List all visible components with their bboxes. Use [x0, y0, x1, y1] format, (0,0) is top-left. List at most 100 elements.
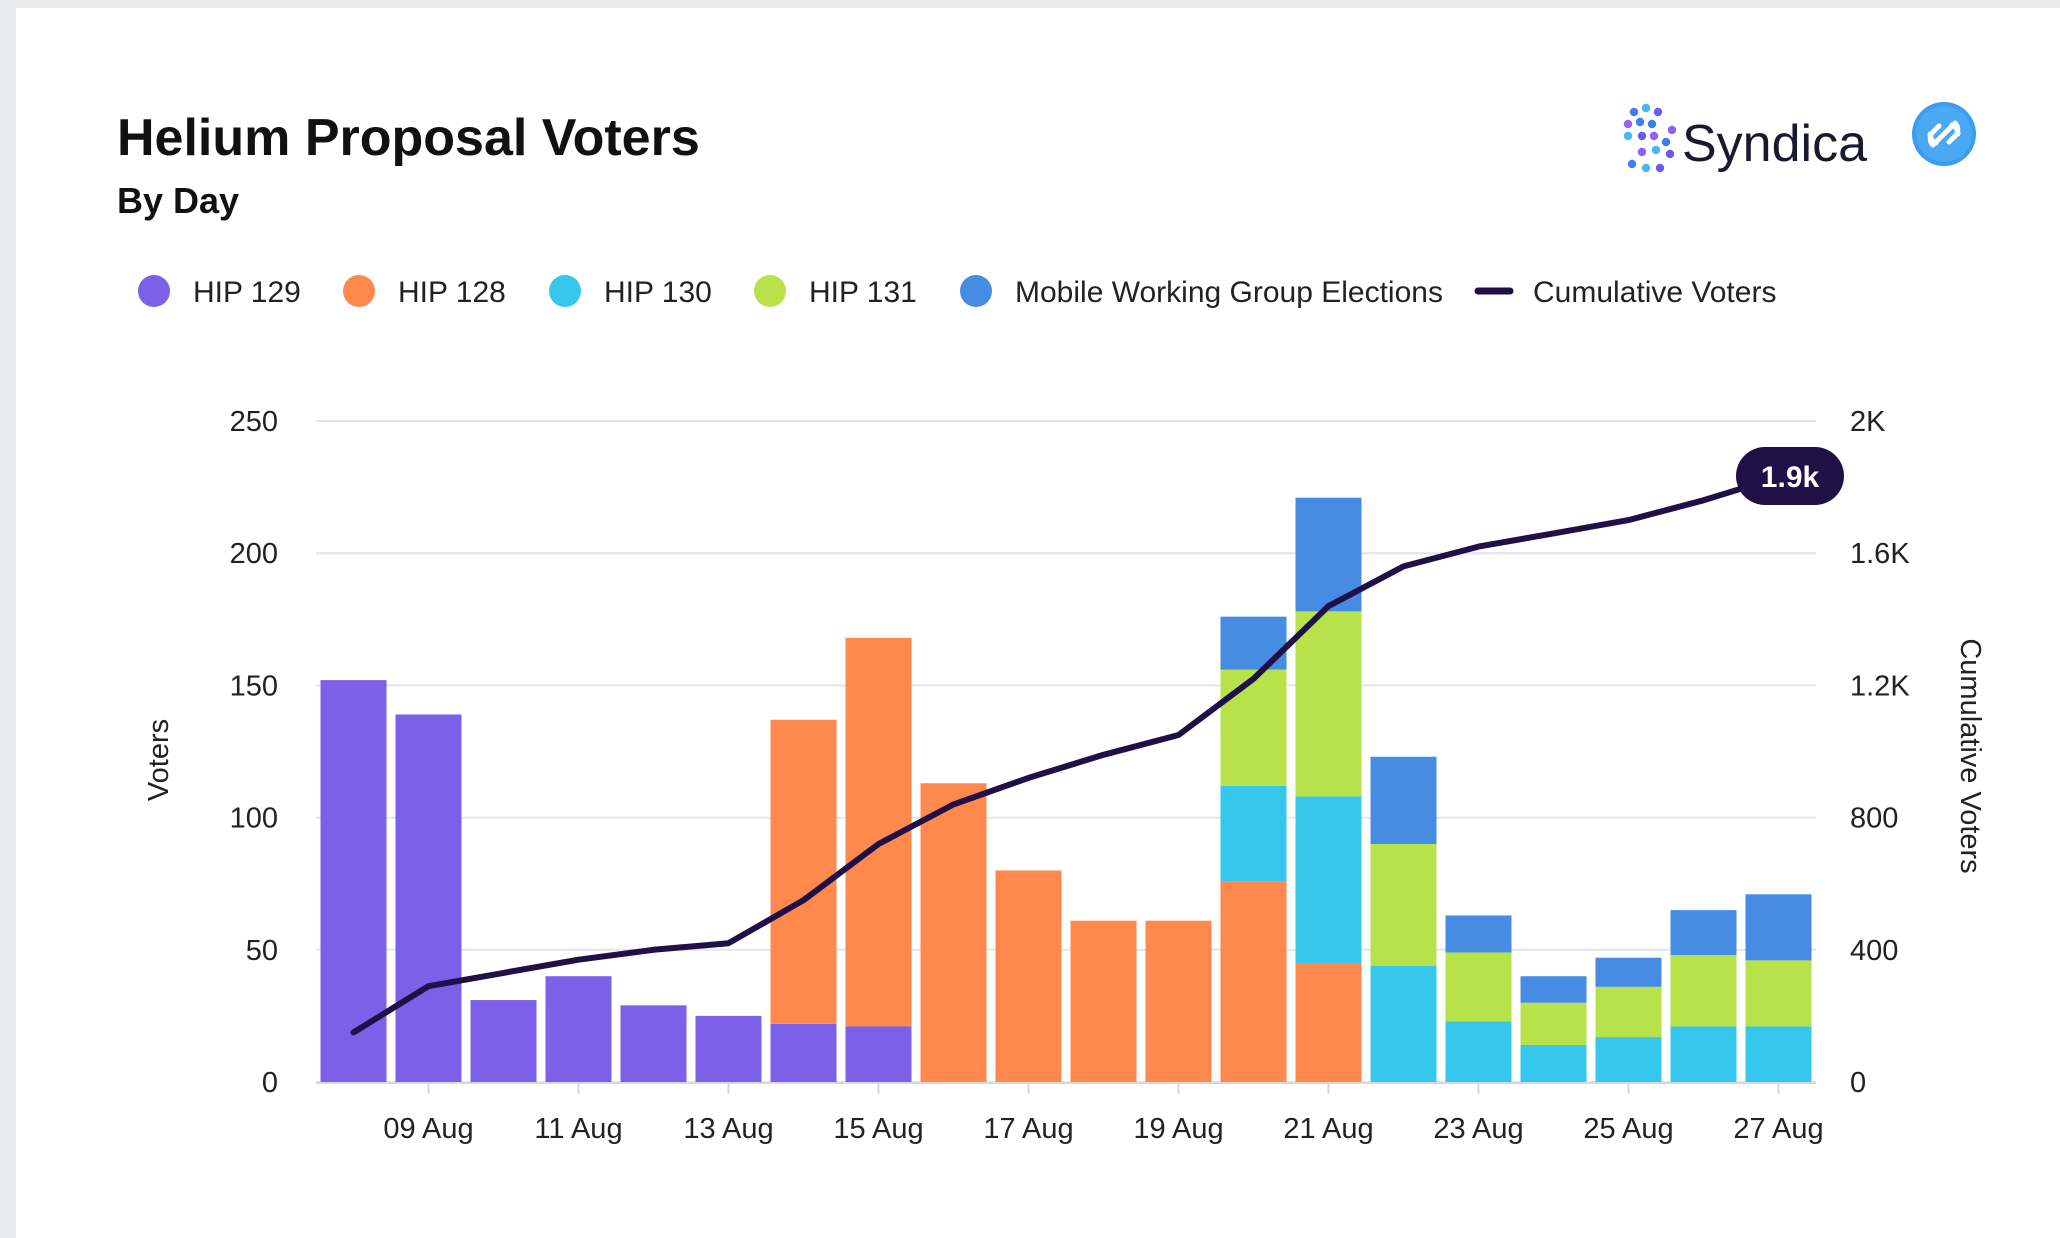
- legend-marker-dot: [138, 275, 170, 307]
- helium-logo-icon: [1912, 102, 1976, 166]
- chart-card: Helium Proposal Voters By Day Syndica HI…: [16, 8, 2060, 1238]
- y-tick-label: 250: [230, 406, 278, 438]
- syndica-logo-dot: [1637, 131, 1647, 141]
- syndica-logo-dot: [1637, 147, 1647, 157]
- bar-segment: [1670, 1026, 1737, 1082]
- bar-segment: [1745, 960, 1812, 1027]
- bar-segment: [695, 1015, 762, 1082]
- y-axis-title: Voters: [143, 719, 175, 801]
- y-tick-label: 0: [262, 1067, 278, 1099]
- cumulative-voters-line: [350, 474, 1782, 1036]
- stacked-bar-line-chart: Helium Proposal Voters By Day Syndica HI…: [117, 102, 1986, 1145]
- y-tick-label: 150: [230, 670, 278, 702]
- syndica-logo-dot: [1655, 163, 1665, 173]
- y2-tick-label: 800: [1850, 803, 1898, 835]
- bar-segment: [1295, 963, 1362, 1082]
- y2-tick-label: 1.2K: [1850, 670, 1910, 702]
- bar-segment: [1220, 785, 1287, 882]
- legend-marker-dot: [549, 275, 581, 307]
- gridlines: [316, 420, 1816, 1084]
- chart-subtitle: By Day: [117, 180, 239, 221]
- y-tick-label: 100: [230, 803, 278, 835]
- bar-segment: [620, 1005, 687, 1082]
- syndica-logo-icon: [1623, 103, 1677, 173]
- y-tick-label: 200: [230, 538, 278, 570]
- bar-segment: [1745, 1026, 1812, 1082]
- bar-segment: [1520, 1002, 1587, 1045]
- syndica-logo-dot: [1665, 149, 1675, 159]
- legend-label: HIP 129: [193, 276, 301, 309]
- bar-segment: [1145, 920, 1212, 1082]
- y2-tick-label: 1.6K: [1850, 538, 1910, 570]
- syndica-logo-dot: [1661, 137, 1671, 147]
- bars: [320, 497, 1812, 1082]
- x-tick-label: 27 Aug: [1733, 1113, 1823, 1145]
- bar-segment: [1520, 1044, 1587, 1082]
- bar-segment: [1520, 976, 1587, 1003]
- bar-segment: [995, 870, 1062, 1082]
- bar-segment: [1445, 1021, 1512, 1082]
- legend-label: HIP 128: [398, 276, 506, 309]
- bar-segment: [1445, 952, 1512, 1022]
- y2-tick-label: 400: [1850, 935, 1898, 967]
- bar-segment: [1670, 910, 1737, 956]
- x-tick-label: 25 Aug: [1583, 1113, 1673, 1145]
- x-axis-ticks: 09 Aug 11 Aug 13 Aug 15 Aug 17 Aug 19 Aug 21 A…: [383, 1084, 1824, 1145]
- bar-segment: [1370, 756, 1437, 845]
- bar-segment: [1595, 957, 1662, 987]
- syndica-logo-dot: [1623, 131, 1633, 141]
- bar-segment: [470, 1000, 537, 1082]
- bar-segment: [770, 719, 837, 1024]
- bar-segment: [1370, 965, 1437, 1082]
- syndica-logo-dot: [1627, 159, 1637, 169]
- legend-marker-dot: [960, 275, 992, 307]
- y2-tick-label: 0: [1850, 1067, 1866, 1099]
- bar-segment: [320, 680, 387, 1082]
- legend-label: Mobile Working Group Elections: [1015, 276, 1443, 309]
- x-tick-label: 21 Aug: [1283, 1113, 1373, 1145]
- x-tick-label: 23 Aug: [1433, 1113, 1523, 1145]
- bar-segment: [1595, 1037, 1662, 1082]
- y-axis-left-ticks: 0 50 100 150 200 250: [230, 406, 278, 1099]
- syndica-logo-dot: [1649, 131, 1659, 141]
- y-tick-label: 50: [246, 935, 278, 967]
- brand-name: Syndica: [1682, 115, 1867, 173]
- y-axis-right-ticks: 0 400 800 1.2K 1.6K 2K: [1850, 406, 1910, 1099]
- bar-segment: [1445, 915, 1512, 953]
- syndica-logo-dot: [1647, 119, 1657, 129]
- bar-segment: [1220, 616, 1287, 670]
- x-tick-label: 11 Aug: [534, 1113, 622, 1145]
- legend-label: HIP 130: [604, 276, 712, 309]
- cumulative-line: 1.9k: [350, 447, 1844, 1036]
- bar-segment: [845, 1026, 912, 1082]
- bar-segment: [770, 1023, 837, 1082]
- chart-legend: HIP 129 HIP 128 HIP 130 HIP 131 Mobile Worki…: [138, 275, 1776, 309]
- bar-segment: [1070, 920, 1137, 1082]
- syndica-logo-dot: [1635, 117, 1645, 127]
- bar-segment: [395, 714, 462, 1082]
- bar-segment: [1670, 955, 1737, 1027]
- bar-segment: [1295, 796, 1362, 964]
- syndica-logo-dot: [1641, 103, 1651, 113]
- syndica-logo-dot: [1629, 107, 1639, 117]
- bar-segment: [545, 976, 612, 1082]
- legend-marker-dot: [754, 275, 786, 307]
- bar-segment: [920, 783, 987, 1082]
- bar-segment: [1295, 611, 1362, 797]
- bar-segment: [1595, 986, 1662, 1038]
- chart-title: Helium Proposal Voters: [117, 109, 700, 167]
- legend-label: HIP 131: [809, 276, 917, 309]
- x-tick-label: 17 Aug: [983, 1113, 1073, 1145]
- syndica-logo-dot: [1653, 107, 1663, 117]
- syndica-logo-dot: [1641, 163, 1651, 173]
- bar-segment: [1370, 844, 1437, 966]
- syndica-logo-dot: [1623, 119, 1633, 129]
- end-value-label: 1.9k: [1761, 461, 1820, 494]
- y2-axis-title: Cumulative Voters: [1954, 638, 1986, 873]
- y2-tick-label: 2K: [1850, 406, 1886, 438]
- x-tick-label: 19 Aug: [1133, 1113, 1223, 1145]
- bar-segment: [1745, 894, 1812, 961]
- legend-marker-dot: [343, 275, 375, 307]
- bar-segment: [1220, 881, 1287, 1082]
- x-tick-label: 13 Aug: [683, 1113, 773, 1145]
